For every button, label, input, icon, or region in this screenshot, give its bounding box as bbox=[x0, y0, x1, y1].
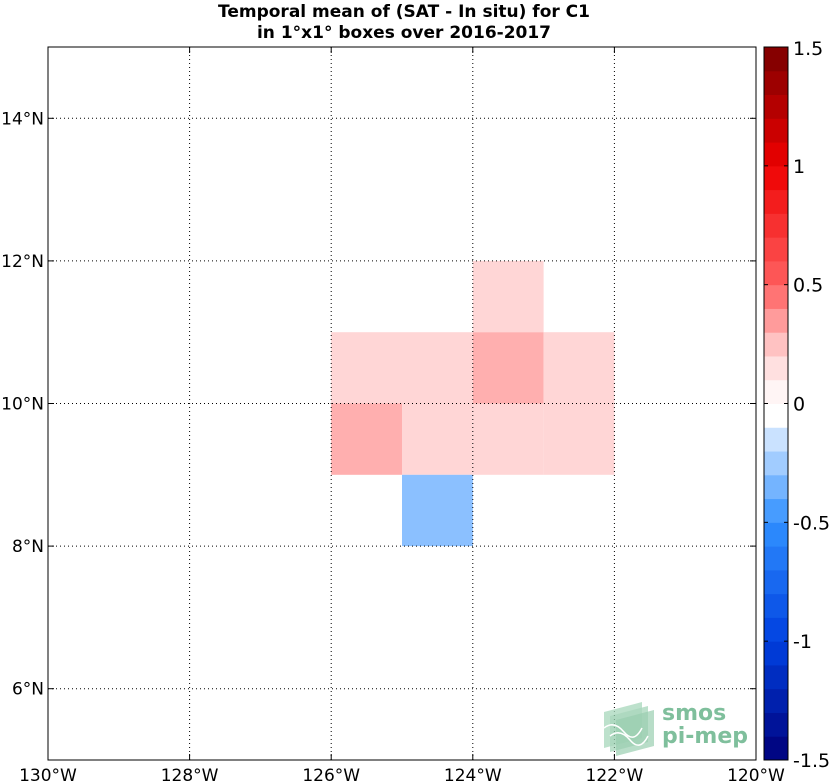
heatmap-cell bbox=[402, 474, 473, 547]
heatmap-cell bbox=[543, 403, 615, 475]
y-tick-label: 10°N bbox=[1, 395, 44, 415]
colorbar-tick-label: -1 bbox=[793, 631, 812, 653]
heatmap-cell bbox=[472, 403, 544, 475]
colorbar-block bbox=[764, 47, 788, 72]
y-tick-label: 14°N bbox=[1, 109, 44, 129]
colorbar-block bbox=[764, 165, 788, 191]
chart-title-line2: in 1°x1° boxes over 2016-2017 bbox=[257, 23, 551, 43]
logo-text-pi-mep: pi-mep bbox=[662, 724, 748, 749]
plot-area: 130°W 128°W 126°W 124°W 122°W 120°W 6°N 8°N 10°N… bbox=[1, 46, 785, 784]
heatmap-cell bbox=[543, 332, 615, 404]
logo-text-smos: smos bbox=[662, 701, 726, 726]
colorbar-block bbox=[764, 189, 788, 214]
colorbar-tick-label: 0 bbox=[793, 394, 805, 416]
colorbar-block bbox=[764, 617, 788, 642]
colorbar-block bbox=[764, 569, 788, 595]
colorbar-block bbox=[764, 308, 788, 333]
colorbar-block bbox=[764, 688, 788, 713]
heatmap-cell bbox=[331, 332, 402, 404]
colorbar-block bbox=[764, 712, 788, 737]
colorbar-block bbox=[764, 593, 788, 618]
colorbar-block bbox=[764, 736, 788, 761]
logo-waves-icon bbox=[603, 702, 654, 756]
colorbar-tick-label: -0.5 bbox=[793, 512, 830, 534]
heatmap-cell bbox=[331, 403, 402, 475]
y-tick-label: 6°N bbox=[12, 680, 44, 700]
heatmap-cells bbox=[331, 260, 615, 547]
colorbar-block bbox=[764, 498, 788, 523]
colorbar-block bbox=[764, 522, 788, 547]
y-tick-label: 8°N bbox=[12, 537, 44, 557]
colorbar-tick-label: 1 bbox=[793, 156, 805, 178]
heatmap-cell bbox=[472, 260, 544, 333]
colorbar-tick-label: 0.5 bbox=[793, 275, 823, 297]
colorbar-block bbox=[764, 260, 788, 286]
colorbar-block bbox=[764, 474, 788, 500]
x-tick-label: 120°W bbox=[727, 766, 785, 784]
colorbar-block bbox=[764, 379, 788, 404]
heatmap-cell bbox=[402, 332, 473, 404]
axis-ticks: 130°W 128°W 126°W 124°W 122°W 120°W 6°N 8°N 10°N… bbox=[1, 47, 785, 784]
colorbar-blocks bbox=[764, 47, 788, 761]
colorbar: 1.5 1 0.5 0 -0.5 -1 -1.5 bbox=[763, 38, 830, 772]
colorbar-tick-label: 1.5 bbox=[793, 38, 823, 60]
y-tick-label: 12°N bbox=[1, 252, 44, 272]
chart-title-line1: Temporal mean of (SAT - In situ) for C1 bbox=[218, 2, 590, 22]
colorbar-block bbox=[764, 70, 788, 96]
grid-lines bbox=[48, 47, 756, 760]
colorbar-tick-label: -1.5 bbox=[793, 750, 830, 772]
colorbar-block bbox=[764, 451, 788, 476]
colorbar-block bbox=[764, 213, 788, 238]
colorbar-block bbox=[764, 641, 788, 666]
colorbar-block bbox=[764, 427, 788, 452]
colorbar-block bbox=[764, 118, 788, 143]
heatmap-cell bbox=[402, 403, 473, 475]
colorbar-block bbox=[764, 355, 788, 381]
colorbar-block bbox=[764, 142, 788, 167]
colorbar-block bbox=[764, 284, 788, 309]
heatmap-cell bbox=[472, 332, 544, 404]
colorbar-block bbox=[764, 664, 788, 690]
colorbar-block bbox=[764, 237, 788, 262]
colorbar-block bbox=[764, 94, 788, 119]
x-tick-label: 124°W bbox=[444, 766, 502, 784]
x-tick-label: 122°W bbox=[586, 766, 644, 784]
x-tick-label: 128°W bbox=[161, 766, 219, 784]
colorbar-block bbox=[764, 546, 788, 571]
colorbar-ticks: 1.5 1 0.5 0 -0.5 -1 -1.5 bbox=[764, 38, 830, 772]
smos-pi-mep-logo: smos pi-mep bbox=[603, 701, 748, 756]
colorbar-block bbox=[764, 332, 788, 357]
x-tick-label: 130°W bbox=[19, 766, 77, 784]
colorbar-block bbox=[764, 403, 788, 428]
x-tick-label: 126°W bbox=[302, 766, 360, 784]
